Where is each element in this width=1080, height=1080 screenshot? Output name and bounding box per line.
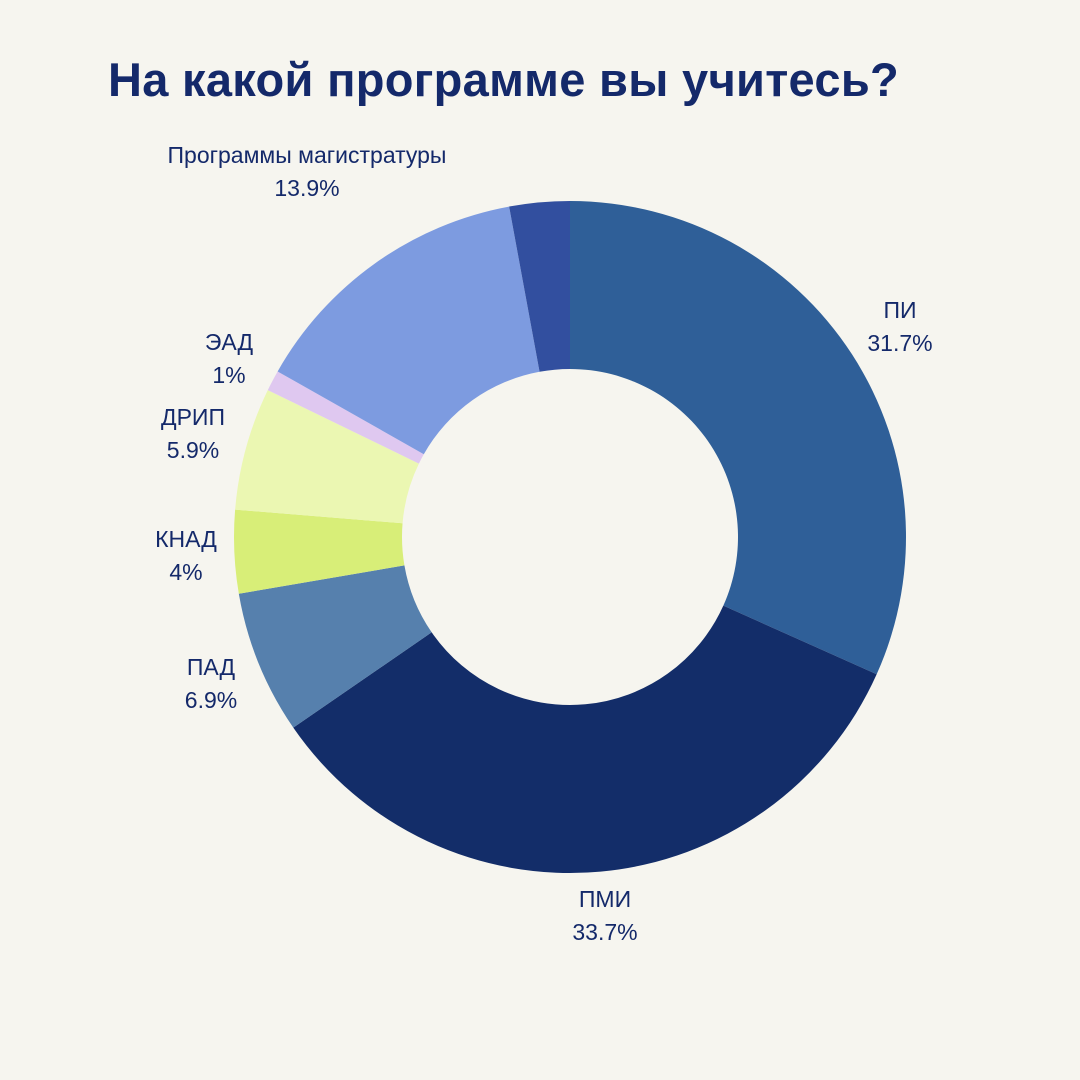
- donut-slice-0: [570, 201, 906, 675]
- donut-slice-4: [235, 390, 419, 524]
- slice-label: Программы магистратуры: [168, 142, 447, 168]
- slice-label: ЭАД: [205, 329, 254, 355]
- donut-slice-2: [238, 565, 432, 728]
- slice-label: ПАД: [187, 654, 236, 680]
- slice-label: ПИ: [883, 297, 916, 323]
- donut-slice-3: [233, 509, 405, 594]
- slice-percent-label: 6.9%: [185, 687, 237, 713]
- slice-percent-label: 31.7%: [867, 330, 932, 356]
- donut-slice-1: [293, 605, 877, 874]
- donut-slice-7: [509, 201, 570, 372]
- slice-percent-label: 5.9%: [167, 437, 219, 463]
- slice-label: ПМИ: [579, 886, 631, 912]
- slice-percent-label: 1%: [212, 362, 245, 388]
- slice-percent-label: 13.9%: [274, 175, 339, 201]
- slice-percent-label: 4%: [169, 559, 202, 585]
- donut-slice-5: [267, 371, 424, 464]
- donut-slice-6: [277, 206, 540, 455]
- chart-title: На какой программе вы учитесь?: [108, 53, 900, 106]
- slice-percent-label: 33.7%: [572, 919, 637, 945]
- slice-label: КНАД: [155, 526, 217, 552]
- slice-label: ДРИП: [161, 404, 225, 430]
